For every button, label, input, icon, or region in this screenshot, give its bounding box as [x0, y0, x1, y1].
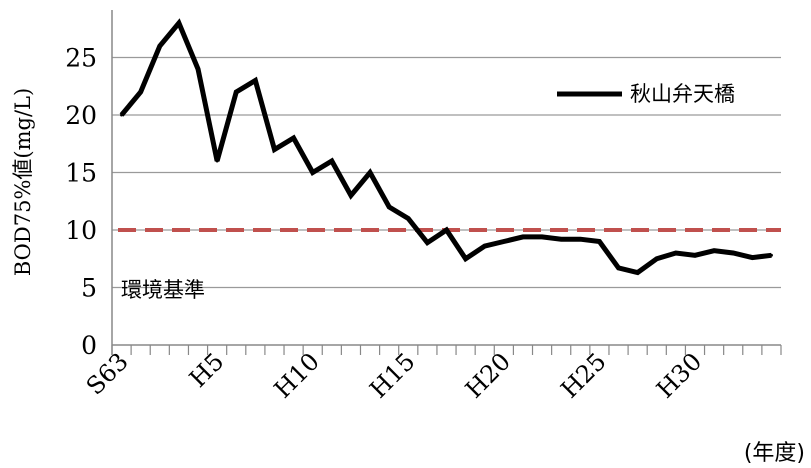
- data-point: [425, 241, 429, 245]
- data-point: [253, 79, 257, 82]
- data-point: [655, 257, 659, 261]
- y-tick-label: 25: [65, 44, 97, 73]
- x-tick-label: H20: [460, 347, 516, 403]
- reference-line-label: 環境基準: [121, 278, 205, 302]
- series-points: [120, 21, 773, 275]
- data-point: [330, 159, 334, 163]
- x-tick-label: H5: [184, 347, 229, 392]
- data-point: [731, 251, 735, 255]
- data-point: [502, 240, 506, 243]
- y-tick-label: 5: [81, 274, 97, 303]
- data-point: [196, 67, 200, 71]
- y-tick-label: 15: [65, 159, 97, 188]
- y-axis-ticks: 0 5 10 15 20 25: [65, 44, 97, 361]
- data-point: [120, 113, 124, 117]
- x-tick-label: H10: [269, 347, 325, 403]
- y-axis-label: BOD75%値(mg/L): [11, 88, 35, 276]
- data-point: [139, 90, 143, 94]
- data-point: [559, 237, 563, 241]
- data-point: [234, 90, 238, 94]
- data-point: [158, 44, 162, 48]
- data-point: [521, 235, 525, 239]
- y-tick-label: 10: [65, 216, 97, 245]
- data-point: [445, 228, 448, 232]
- x-axis-unit: (年度): [744, 441, 805, 466]
- data-point: [387, 205, 391, 209]
- data-point: [177, 21, 181, 25]
- data-point: [769, 253, 773, 257]
- data-point: [215, 159, 219, 163]
- data-point: [311, 171, 315, 174]
- data-point: [636, 271, 640, 275]
- series-line-akiyama-bentenbashi: [119, 18, 772, 276]
- y-tick-label: 0: [81, 331, 97, 360]
- x-tick-label: H25: [555, 347, 611, 403]
- data-point: [750, 256, 754, 260]
- legend-label: 秋山弁天橋: [630, 82, 735, 106]
- data-point: [712, 249, 716, 253]
- x-axis-ticks: S63 H5 H10 H15 H20 H25 H30: [81, 345, 782, 404]
- data-point: [368, 171, 372, 174]
- data-point: [349, 194, 353, 197]
- data-point: [617, 266, 621, 270]
- data-point: [578, 237, 582, 241]
- data-point: [483, 244, 487, 248]
- data-point: [464, 257, 468, 261]
- x-tick-label: H15: [364, 347, 420, 403]
- data-point: [292, 136, 296, 140]
- data-point: [406, 217, 410, 220]
- x-tick-label: H30: [651, 347, 707, 403]
- y-tick-label: 20: [65, 101, 97, 130]
- data-point: [540, 235, 544, 239]
- data-point: [272, 148, 276, 151]
- data-point: [674, 251, 678, 255]
- data-point: [693, 253, 697, 257]
- data-point: [597, 240, 601, 243]
